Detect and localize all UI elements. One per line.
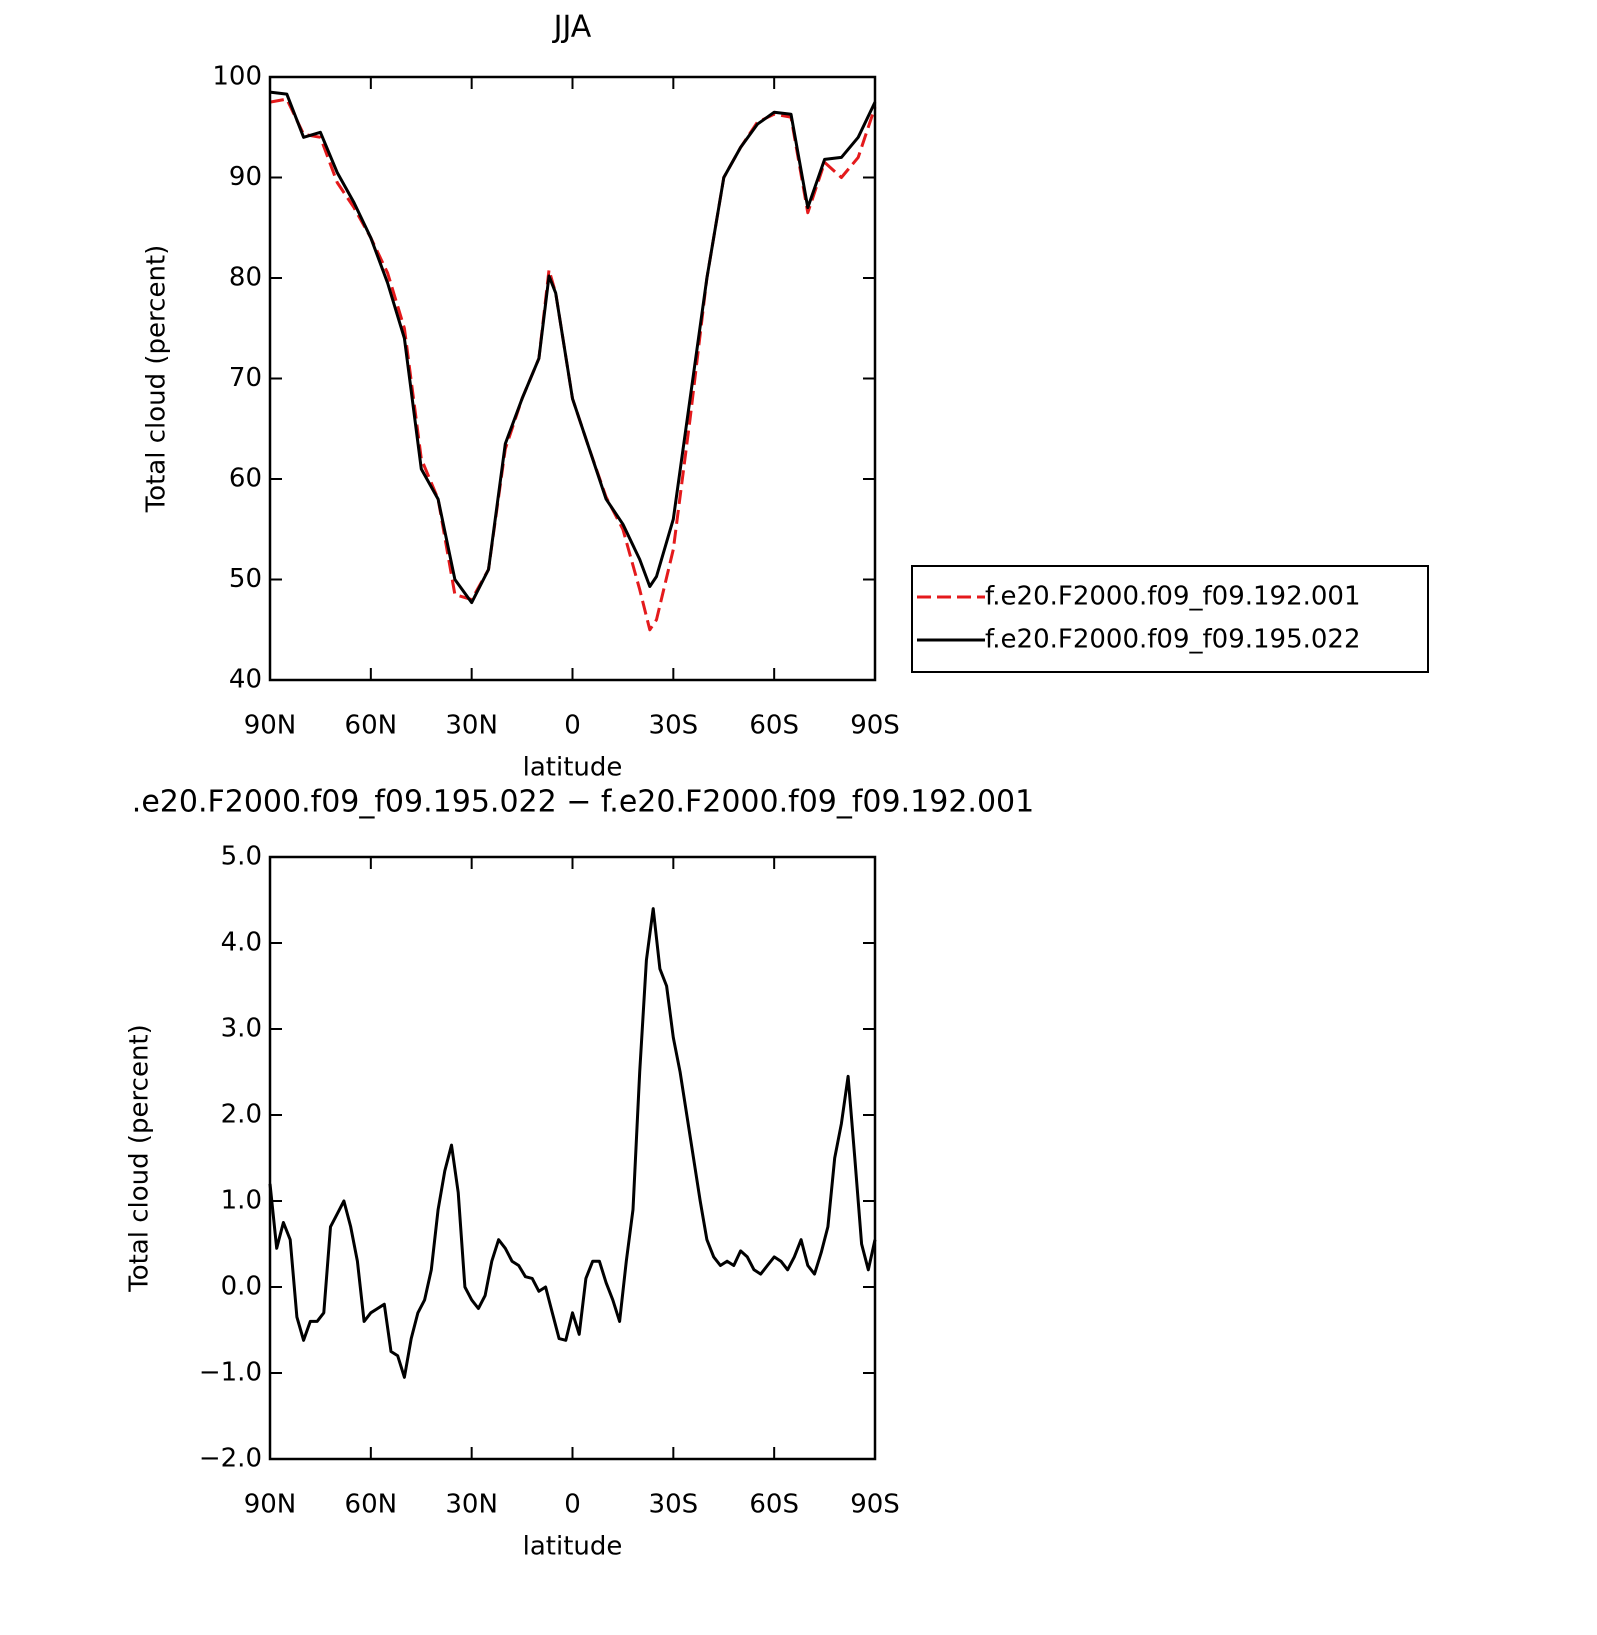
y-axis-label: Total cloud (percent) <box>125 1024 155 1293</box>
x-tick-label: 30S <box>649 711 699 741</box>
x-tick-label: 60S <box>749 1490 799 1520</box>
x-tick-label: 90N <box>244 1490 297 1520</box>
data-line <box>269 97 877 632</box>
x-tick-label: 90S <box>850 1490 900 1520</box>
x-axis-label: latitude <box>523 1532 623 1562</box>
y-tick-label: 100 <box>212 62 262 92</box>
x-tick-label: 60S <box>749 711 799 741</box>
y-tick-label: 2.0 <box>221 1100 262 1130</box>
x-tick-label: 90N <box>244 711 297 741</box>
y-tick-label: −1.0 <box>199 1358 262 1388</box>
y-axis-label: Total cloud (percent) <box>142 245 172 514</box>
chart-title: JJA <box>552 10 592 45</box>
chart-title: .e20.F2000.f09_f09.195.022 − f.e20.F2000… <box>132 785 1034 820</box>
y-tick-label: 1.0 <box>221 1186 262 1216</box>
x-tick-label: 30N <box>445 711 498 741</box>
x-tick-label: 60N <box>345 711 398 741</box>
x-tick-label: 30N <box>445 1490 498 1520</box>
y-tick-label: −2.0 <box>199 1444 262 1474</box>
x-tick-label: 0 <box>564 711 581 741</box>
y-tick-label: 90 <box>229 162 262 192</box>
y-tick-label: 50 <box>229 564 262 594</box>
data-line <box>269 90 877 605</box>
plot-frame <box>268 855 877 1461</box>
x-axis-label: latitude <box>523 753 623 783</box>
y-tick-label: 4.0 <box>221 928 262 958</box>
x-tick-label: 30S <box>649 1490 699 1520</box>
y-tick-label: 60 <box>229 464 262 494</box>
legend-label: f.e20.F2000.f09_f09.195.022 <box>985 625 1361 655</box>
x-tick-label: 60N <box>345 1490 398 1520</box>
y-tick-label: 0.0 <box>221 1272 262 1302</box>
x-tick-label: 0 <box>564 1490 581 1520</box>
y-tick-label: 80 <box>229 263 262 293</box>
data-line <box>268 907 877 1379</box>
plot-frame <box>268 75 877 682</box>
x-tick-label: 90S <box>850 711 900 741</box>
y-tick-label: 70 <box>229 363 262 393</box>
legend-label: f.e20.F2000.f09_f09.192.001 <box>985 582 1361 612</box>
y-tick-label: 5.0 <box>221 842 262 872</box>
y-tick-label: 40 <box>229 665 262 695</box>
legend-box <box>911 565 1429 673</box>
y-tick-label: 3.0 <box>221 1014 262 1044</box>
